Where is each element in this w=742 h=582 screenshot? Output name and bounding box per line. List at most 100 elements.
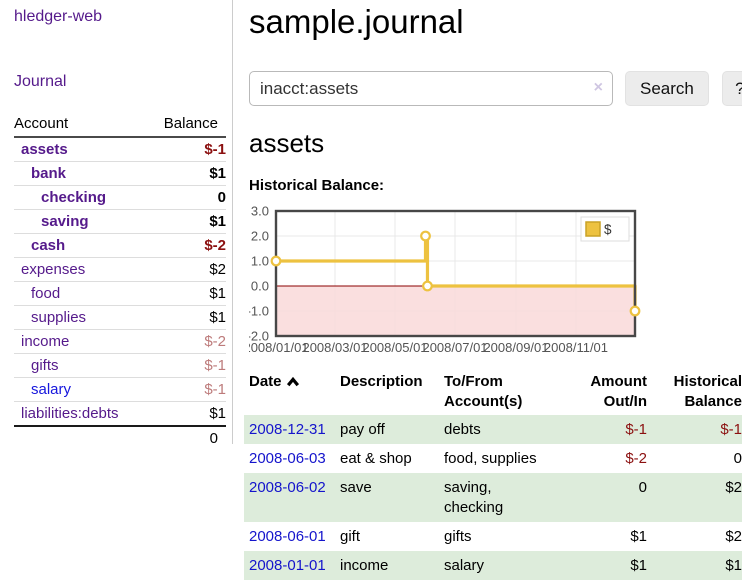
sidebar-account-link[interactable]: assets — [21, 141, 68, 158]
register-header-date[interactable]: Date — [244, 369, 340, 415]
register-amount-cell: $1 — [630, 557, 647, 574]
register-description-cell: save — [340, 479, 372, 496]
svg-text:2.0: 2.0 — [251, 229, 269, 244]
transaction-date-link[interactable]: 2008-12-31 — [249, 421, 326, 438]
account-balance: 0 — [146, 185, 226, 210]
transaction-date-link[interactable]: 2008-06-02 — [249, 479, 326, 496]
accounts-header-account: Account — [14, 112, 147, 138]
accounts-total-spacer — [14, 425, 147, 450]
transaction-date-link[interactable]: 2008-06-03 — [249, 450, 326, 467]
account-name-cell: bank — [14, 161, 147, 186]
sidebar-account-link[interactable]: cash — [31, 237, 66, 254]
register-header-amount: Amount Out/In — [590, 373, 647, 410]
sidebar-account-link[interactable]: salary — [31, 381, 72, 398]
account-row: liabilities:debts $1 — [14, 401, 226, 426]
app-title-link[interactable]: hledger-web — [14, 8, 103, 25]
sidebar-account-link[interactable]: food — [31, 285, 61, 302]
page-title: sample.journal — [249, 3, 464, 40]
register-amount-cell: $-2 — [625, 450, 647, 467]
register-row: 2008-12-31 pay off debts $-1 $-1 — [244, 415, 742, 444]
sidebar-account-link[interactable]: income — [21, 333, 70, 350]
account-name-cell: assets — [14, 137, 147, 162]
register-description-cell: income — [340, 557, 389, 574]
register-header-row: Date Description To/From Account(s) Amou… — [244, 369, 742, 415]
account-balance: $1 — [146, 305, 226, 330]
transaction-date-link[interactable]: 2008-06-01 — [249, 528, 326, 545]
svg-text:2008/03/01: 2008/03/01 — [302, 340, 367, 355]
clear-search-icon[interactable]: × — [593, 79, 603, 96]
register-header-accounts: To/From Account(s) — [444, 373, 523, 410]
account-row: income $-2 — [14, 329, 226, 354]
sidebar-account-link[interactable]: saving — [41, 213, 89, 230]
account-row: assets $-1 — [14, 137, 226, 162]
sidebar-account-link[interactable]: checking — [41, 189, 107, 206]
register-amount-cell: $1 — [630, 528, 647, 545]
register-row: 2008-06-03 eat & shop food, supplies $-2 0 — [244, 444, 742, 473]
accounts-header-balance: Balance — [146, 112, 226, 138]
svg-text:2008/01/01: 2008/01/01 — [249, 340, 309, 355]
account-heading: assets — [249, 128, 325, 158]
svg-text:2008/11/01: 2008/11/01 — [544, 340, 608, 355]
register-date-cell: 2008-06-02 — [244, 473, 340, 522]
svg-text:-2.0: -2.0 — [249, 329, 269, 344]
register-accounts-cell: saving, checking — [444, 479, 504, 516]
register-date-cell: 2008-06-01 — [244, 522, 340, 551]
accounts-total-row: 0 — [14, 425, 226, 450]
transaction-date-link[interactable]: 2008-01-01 — [249, 557, 326, 574]
svg-text:2008/05/01: 2008/05/01 — [362, 340, 427, 355]
svg-text:2008/09/01: 2008/09/01 — [483, 340, 548, 355]
svg-text:3.0: 3.0 — [251, 205, 269, 219]
svg-text:1.0: 1.0 — [251, 254, 269, 269]
chart-heading: Historical Balance: — [249, 177, 385, 194]
account-balance: $-1 — [204, 141, 226, 158]
balance-chart[interactable]: $3.0 2.0 1.0 0.0 -1.0 -2.02008/01/012008/03/0… — [243, 204, 742, 361]
account-balance: $-2 — [146, 233, 226, 258]
account-name-cell: salary — [14, 377, 147, 402]
account-balance: $2 — [146, 257, 226, 282]
account-name-cell: checking — [14, 185, 147, 210]
balance-chart-svg[interactable]: $3.0 2.0 1.0 0.0 -1.0 -2.02008/01/012008/03/0… — [243, 204, 742, 357]
register-description-cell: pay off — [340, 421, 385, 438]
account-name-cell: expenses — [14, 257, 147, 282]
account-name-cell: saving — [14, 209, 147, 234]
register-row: 2008-06-01 gift gifts $1 $2 — [244, 522, 742, 551]
sidebar-account-link[interactable]: expenses — [21, 261, 86, 278]
account-row: expenses $2 — [14, 257, 226, 282]
search-form: × Search ? — [249, 71, 742, 106]
register-accounts-cell: food, supplies — [444, 450, 537, 467]
register-description-cell: eat & shop — [340, 450, 412, 467]
accounts-table: Account Balance assets $-1 bank $1 checking 0… — [14, 112, 226, 450]
account-balance: $-1 — [146, 377, 226, 402]
account-balance: $-2 — [146, 329, 226, 354]
register-amount-cell: 0 — [638, 479, 647, 496]
help-button[interactable]: ? — [721, 71, 742, 106]
register-table: Date Description To/From Account(s) Amou… — [244, 369, 742, 580]
register-balance-cell: $2 — [725, 528, 742, 545]
account-row: bank $1 — [14, 161, 226, 186]
sidebar-account-link[interactable]: supplies — [31, 309, 87, 326]
register-header-description: Description — [340, 373, 423, 390]
sort-asc-icon — [286, 376, 299, 387]
sidebar-account-link[interactable]: liabilities:debts — [21, 405, 119, 422]
register-date-cell: 2008-01-01 — [244, 551, 340, 580]
register-balance-cell: $2 — [725, 479, 742, 496]
account-balance: $1 — [146, 209, 226, 234]
account-balance: $1 — [146, 401, 226, 426]
nav-journal-link[interactable]: Journal — [14, 73, 67, 90]
sidebar: hledger-web Journal Account Balance asse… — [0, 0, 233, 450]
svg-text:$: $ — [604, 222, 612, 237]
account-name-cell: cash — [14, 233, 147, 258]
account-balance: $1 — [146, 161, 226, 186]
sidebar-account-link[interactable]: gifts — [31, 357, 59, 374]
search-button[interactable]: Search — [625, 71, 709, 106]
svg-text:-1.0: -1.0 — [249, 304, 269, 319]
account-balance: $-1 — [146, 353, 226, 378]
account-name-cell: food — [14, 281, 147, 306]
sidebar-account-link[interactable]: bank — [31, 165, 67, 182]
search-input[interactable] — [249, 71, 613, 106]
account-name-cell: liabilities:debts — [14, 401, 147, 426]
register-balance-cell: 0 — [733, 450, 742, 467]
svg-text:0.0: 0.0 — [251, 279, 269, 294]
search-input-wrap: × — [249, 71, 613, 106]
